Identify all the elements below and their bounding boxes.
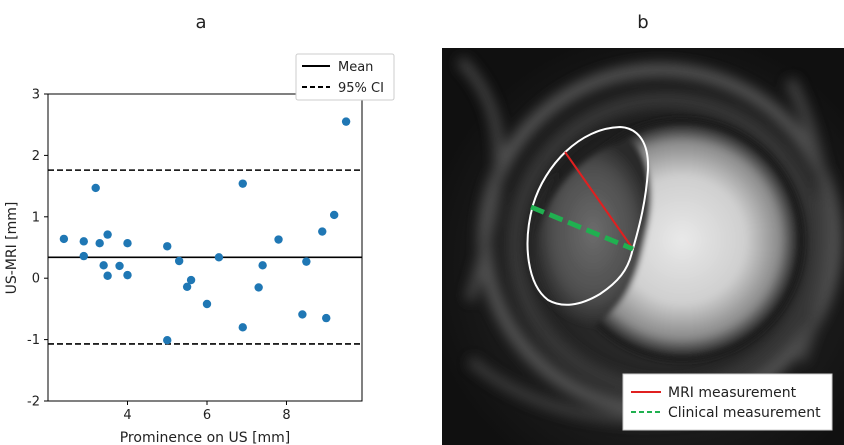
y-tick-label: 0 <box>32 272 40 287</box>
data-points <box>59 117 351 345</box>
data-point-20 <box>254 283 263 292</box>
y-axis-ticks: -2 -1 0 1 2 3 <box>27 88 48 410</box>
reference-lines <box>48 169 362 345</box>
data-point-0 <box>59 234 69 244</box>
y-axis-label: US-MRI [mm] <box>4 202 20 295</box>
plot-frame <box>47 93 363 402</box>
x-axis-ticks: 4 6 8 <box>123 401 291 423</box>
data-point-24 <box>302 257 311 266</box>
chart-legend: Mean 95% CI <box>295 53 395 101</box>
data-point-15 <box>186 275 196 285</box>
data-point-10 <box>123 270 132 280</box>
data-point-9 <box>123 239 132 248</box>
data-point-18 <box>238 179 247 188</box>
data-point-19 <box>238 323 247 332</box>
data-point-25 <box>318 227 327 236</box>
data-point-21 <box>258 261 267 270</box>
data-point-28 <box>341 117 351 126</box>
y-tick-label: -2 <box>27 395 40 410</box>
image-legend: MRI measurement Clinical measurement <box>622 373 833 431</box>
legend-mri-label: MRI measurement <box>668 385 797 401</box>
data-point-5 <box>99 261 108 270</box>
data-point-26 <box>322 313 331 323</box>
plot-area <box>47 93 363 402</box>
data-point-23 <box>298 310 307 319</box>
data-point-4 <box>95 239 104 248</box>
data-point-12 <box>163 336 172 345</box>
tumor-outline <box>526 125 650 306</box>
legend-clinical-label: Clinical measurement <box>668 405 821 421</box>
data-point-16 <box>202 299 212 309</box>
y-tick-label: 3 <box>32 88 40 103</box>
panel-a-label: a <box>195 12 206 33</box>
y-tick-label: 1 <box>32 210 40 225</box>
data-point-1 <box>79 237 88 246</box>
x-axis-label: Prominence on US [mm] <box>120 430 291 445</box>
legend-ci-label: 95% CI <box>338 81 384 96</box>
data-point-14 <box>182 282 192 291</box>
clinical-measurement-line <box>530 204 634 252</box>
y-tick-label: 2 <box>32 149 40 164</box>
x-tick-label: 4 <box>123 408 131 423</box>
image-legend-box <box>622 373 833 431</box>
data-point-2 <box>79 251 88 261</box>
data-point-13 <box>174 256 184 266</box>
mri-measurement-line <box>564 151 634 250</box>
panel-b-label: b <box>637 12 648 33</box>
x-tick-label: 8 <box>282 408 290 423</box>
data-point-7 <box>103 271 112 280</box>
data-point-11 <box>163 242 172 251</box>
data-point-17 <box>214 253 224 262</box>
data-point-6 <box>103 230 112 239</box>
y-tick-label: -1 <box>27 333 40 348</box>
legend-mean-label: Mean <box>338 60 373 75</box>
x-tick-label: 6 <box>203 408 211 423</box>
data-point-22 <box>274 235 283 244</box>
data-point-8 <box>115 261 124 271</box>
data-point-27 <box>329 210 339 220</box>
data-point-3 <box>91 183 100 193</box>
